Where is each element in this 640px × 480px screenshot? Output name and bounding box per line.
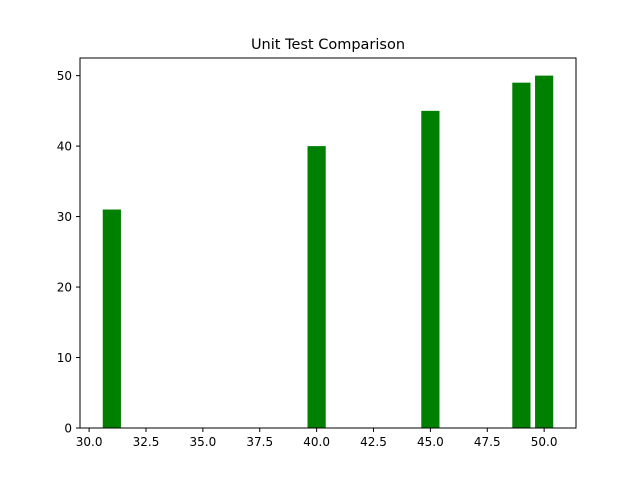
x-tick-label: 42.5 [360, 435, 387, 449]
y-tick-label: 30 [57, 210, 72, 224]
bar-49 [512, 82, 531, 429]
y-tick-label: 10 [57, 351, 72, 365]
x-tick-label: 40.0 [303, 435, 330, 449]
x-tick-label: 32.5 [133, 435, 160, 449]
x-tick-label: 30.0 [76, 435, 103, 449]
x-tick-label: 35.0 [190, 435, 217, 449]
bar-50 [535, 75, 554, 429]
bar-31 [102, 209, 121, 428]
y-tick-label: 20 [57, 281, 72, 295]
bar-45 [421, 110, 440, 429]
bar-40 [307, 146, 326, 428]
y-tick-label: 40 [57, 140, 72, 154]
y-tick-label: 50 [57, 69, 72, 83]
x-tick-label: 50.0 [531, 435, 558, 449]
x-tick-label: 37.5 [246, 435, 273, 449]
chart-title: Unit Test Comparison [251, 37, 405, 53]
plot-area: 30.0 32.5 35.0 37.5 40.0 42.5 45.0 47.5 50.0 0 10 2… [57, 57, 577, 449]
axes-frame [79, 57, 577, 429]
x-tick-label: 47.5 [474, 435, 501, 449]
x-tick-label: 45.0 [417, 435, 444, 449]
y-tick-label: 0 [64, 422, 72, 436]
